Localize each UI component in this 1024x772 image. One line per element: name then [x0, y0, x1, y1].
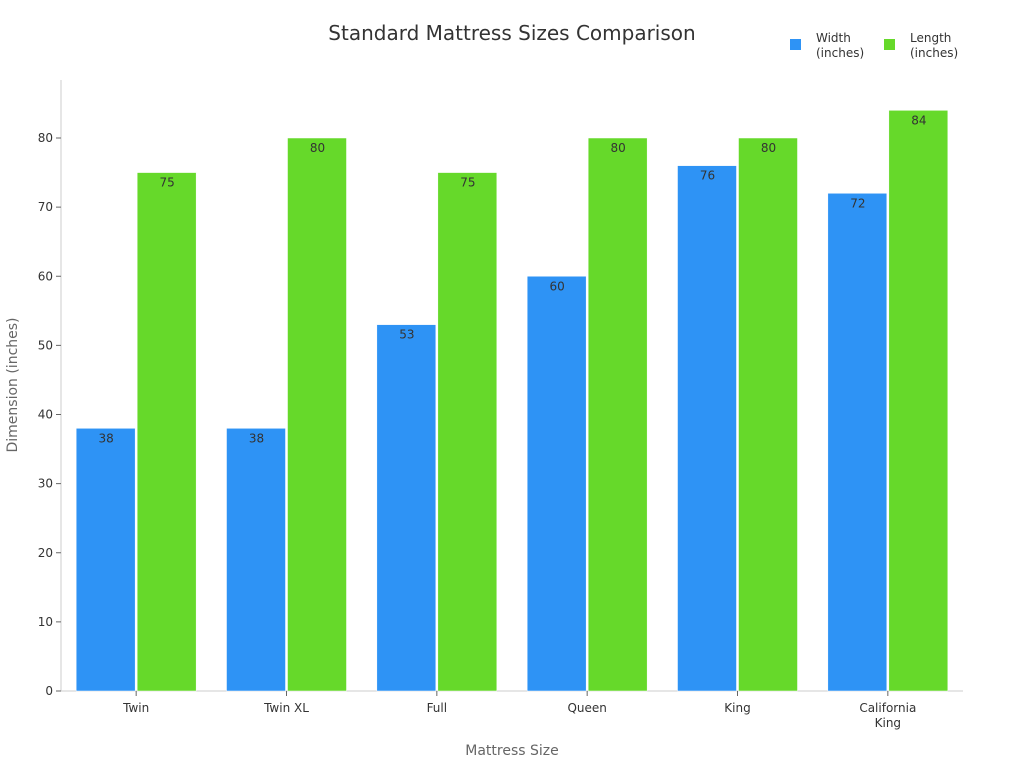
bar-width[interactable] — [376, 324, 437, 692]
legend-label: Width (inches) — [816, 31, 864, 60]
y-tick-label: 80 — [38, 131, 53, 145]
bar-length[interactable] — [738, 137, 798, 692]
y-tick-label: 50 — [38, 338, 53, 352]
data-label: 75 — [160, 176, 175, 190]
x-tick-label: Twin — [122, 701, 149, 715]
bar-length[interactable] — [437, 172, 498, 692]
legend-label: Length (inches) — [910, 31, 958, 60]
data-label: 80 — [611, 141, 626, 155]
data-label: 80 — [310, 141, 325, 155]
y-tick-label: 0 — [45, 684, 53, 698]
bar-length[interactable] — [136, 172, 197, 692]
y-tick-label: 70 — [38, 200, 53, 214]
data-label: 80 — [761, 141, 776, 155]
y-tick-label: 30 — [38, 477, 53, 491]
bar-length[interactable] — [587, 137, 648, 692]
data-labels: 38 75 38 80 53 75 60 80 76 80 72 84 — [99, 113, 927, 445]
bar-width[interactable] — [677, 165, 737, 692]
x-tick-label: Full — [427, 701, 448, 715]
data-label: 76 — [700, 169, 715, 183]
x-tick-label: King — [724, 701, 750, 715]
data-label: 38 — [99, 431, 114, 445]
y-tick-label: 40 — [38, 408, 53, 422]
legend-swatch — [790, 39, 801, 50]
data-label: 60 — [550, 279, 565, 293]
data-label: 38 — [249, 431, 264, 445]
legend: Width (inches) Length (inches) — [790, 31, 958, 60]
bar-width[interactable] — [75, 428, 136, 692]
bar-length[interactable] — [287, 137, 347, 692]
axes: 0 10 20 30 40 50 60 70 80 Twin Twin XL Full Queen Kin… — [38, 80, 963, 730]
data-label: 75 — [460, 176, 475, 190]
y-axis-label: Dimension (inches) — [5, 317, 21, 452]
y-tick-label: 10 — [38, 615, 53, 629]
bar-width[interactable] — [827, 193, 888, 692]
bars — [75, 110, 949, 692]
x-tick-label: California King — [859, 701, 916, 730]
x-axis-label: Mattress Size — [465, 743, 558, 759]
data-label: 84 — [911, 113, 926, 127]
bar-width[interactable] — [226, 428, 286, 692]
x-tick-label: Queen — [567, 701, 606, 715]
y-tick-label: 20 — [38, 546, 53, 560]
x-tick-label: Twin XL — [263, 701, 309, 715]
bar-length[interactable] — [888, 110, 949, 692]
y-tick-label: 60 — [38, 269, 53, 283]
legend-swatch — [884, 39, 895, 50]
chart-title: Standard Mattress Sizes Comparison — [328, 21, 695, 45]
bar-width[interactable] — [526, 276, 587, 692]
data-label: 72 — [850, 196, 865, 210]
data-label: 53 — [399, 328, 414, 342]
